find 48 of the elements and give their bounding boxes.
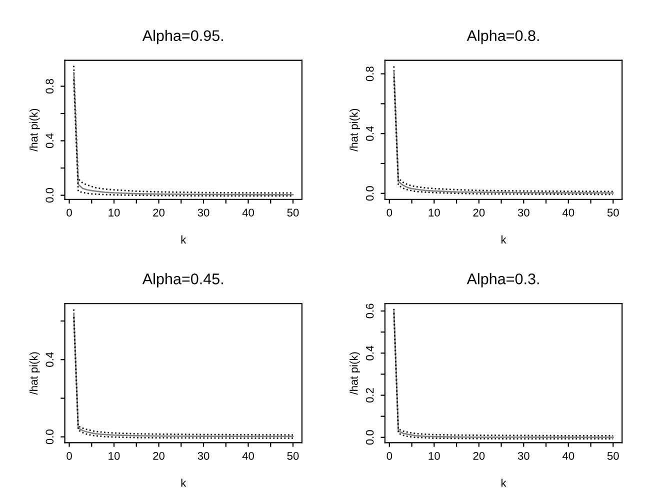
x-tick-label: 0 — [386, 208, 392, 217]
x-axis-title: k — [501, 235, 506, 244]
x-tick-label: 40 — [242, 208, 254, 217]
y-axis-title: /hat pi(k) — [30, 108, 40, 152]
x-tick-label: 30 — [518, 452, 530, 460]
x-tick-label: 20 — [473, 208, 485, 217]
x-tick-label: 10 — [108, 452, 120, 460]
x-tick-label: 20 — [473, 452, 485, 460]
x-tick-label: 20 — [153, 452, 165, 460]
x-tick-label: 50 — [607, 452, 619, 460]
y-tick-label: 0.6 — [366, 304, 374, 318]
y-axis-title: /hat pi(k) — [350, 352, 360, 395]
x-tick-label: 0 — [386, 452, 392, 460]
y-axis-title: /hat pi(k) — [350, 108, 360, 152]
x-tick-label: 0 — [66, 208, 72, 217]
x-axis-title: k — [181, 478, 186, 487]
x-tick-label: 10 — [108, 208, 120, 217]
y-tick-label: 0.4 — [46, 352, 54, 367]
x-tick-label: 10 — [428, 208, 440, 217]
x-tick-label: 50 — [287, 452, 299, 460]
y-tick-label: 0.8 — [46, 79, 54, 94]
chart-title: Alpha=0.45. — [142, 273, 223, 288]
x-axis-title: k — [501, 478, 506, 487]
x-tick-label: 40 — [562, 452, 574, 460]
chart-title: Alpha=0.95. — [142, 30, 223, 44]
chart-title: Alpha=0.3. — [466, 273, 539, 288]
y-tick-label: 0.0 — [366, 430, 374, 445]
x-tick-label: 10 — [428, 452, 440, 460]
y-tick-label: 0.0 — [46, 430, 54, 444]
y-tick-label: 0.8 — [366, 66, 374, 82]
x-tick-label: 40 — [242, 452, 254, 460]
y-tick-label: 0.4 — [366, 126, 374, 141]
x-tick-label: 0 — [66, 452, 72, 460]
y-tick-label: 0.4 — [46, 133, 54, 148]
x-axis-title: k — [181, 235, 186, 244]
y-tick-label: 0.0 — [46, 188, 54, 203]
x-tick-label: 30 — [518, 208, 530, 217]
x-tick-label: 30 — [198, 452, 210, 460]
y-tick-label: 0.2 — [366, 388, 374, 403]
x-tick-label: 20 — [153, 208, 165, 217]
y-tick-label: 0.4 — [366, 346, 374, 360]
x-tick-label: 30 — [198, 208, 210, 217]
x-tick-label: 40 — [562, 208, 574, 217]
y-axis-title: /hat pi(k) — [30, 352, 40, 395]
x-tick-label: 50 — [287, 208, 299, 217]
x-tick-label: 50 — [607, 208, 619, 217]
y-tick-label: 0.0 — [366, 186, 374, 201]
chart-title: Alpha=0.8. — [466, 30, 539, 44]
